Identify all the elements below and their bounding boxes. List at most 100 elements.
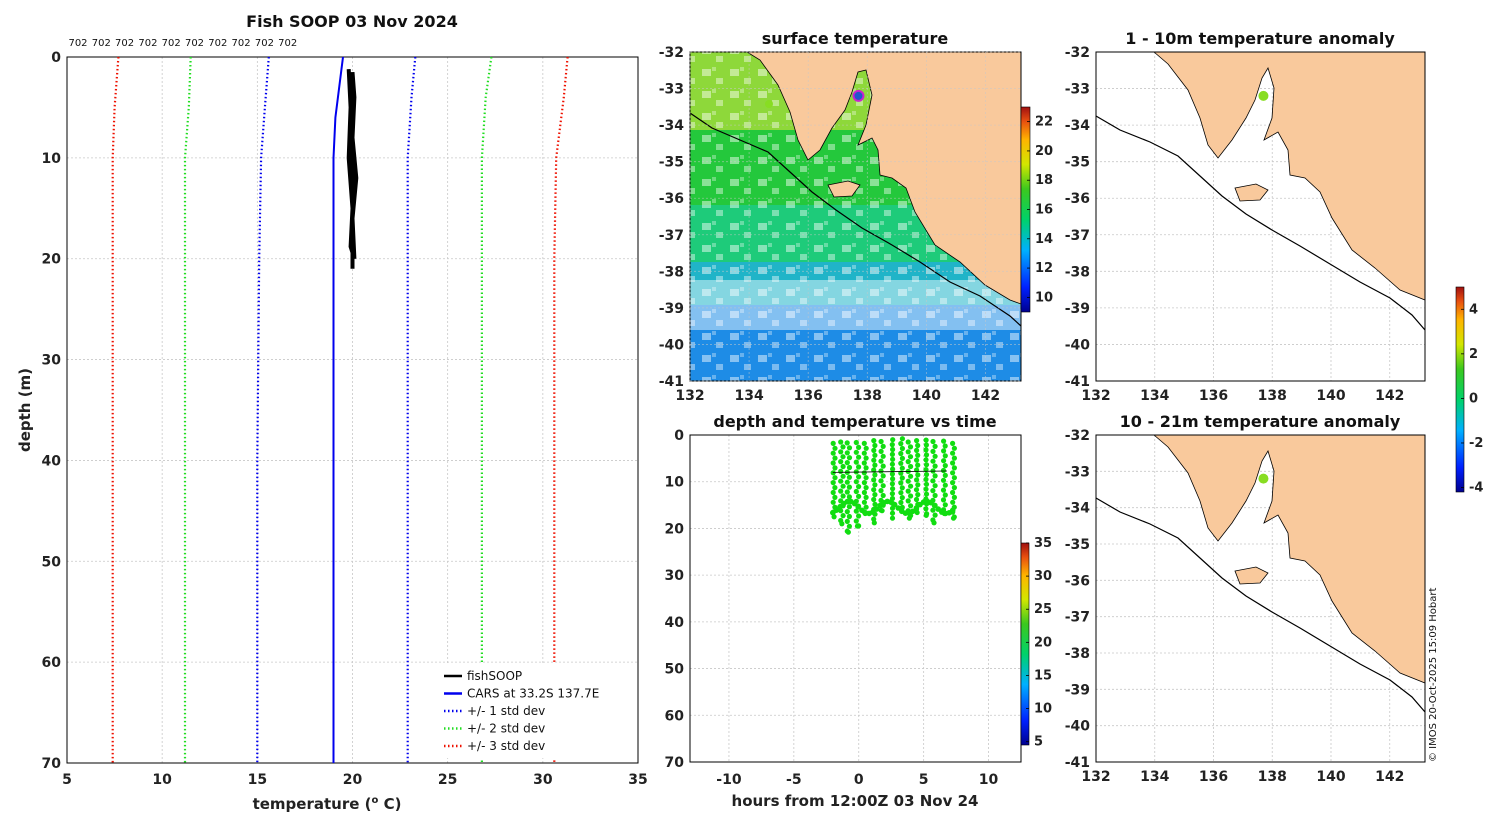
timeseries-point xyxy=(838,439,844,445)
timeseries-point xyxy=(940,497,947,503)
timeseries-point xyxy=(941,438,947,444)
sst-colorbar-tick: 14 xyxy=(1035,232,1053,247)
timeseries-point xyxy=(871,438,877,444)
timeseries-point xyxy=(914,457,920,463)
timeseries-point xyxy=(908,503,914,509)
profile-y-tick-label: 30 xyxy=(42,353,62,369)
timeseries-point xyxy=(856,444,862,450)
timeseries-point xyxy=(951,445,958,451)
timeseries-point xyxy=(856,513,862,519)
anomaly-colorbar-tick: 2 xyxy=(1469,347,1478,362)
anomaly-1-land xyxy=(1152,51,1426,301)
timeseries-point xyxy=(844,440,850,446)
timeseries-point xyxy=(871,467,877,473)
sst-y-ticks: -32 -33 -34 -35 -36 -37 -38 -39 -40 -41 xyxy=(659,45,685,390)
anomaly-1-y-tick-label: -34 xyxy=(1065,118,1091,134)
sst-secondary-marker xyxy=(765,100,773,108)
timeseries-point xyxy=(932,483,938,489)
timeseries-point xyxy=(923,442,930,448)
timeseries-point xyxy=(906,515,912,521)
sst-colorbar-tick: 20 xyxy=(1035,144,1053,159)
timeseries-colorbar-tick: 25 xyxy=(1034,602,1052,617)
timeseries-point xyxy=(908,473,914,479)
timeseries-point xyxy=(914,509,920,516)
legend-label: fishSOOP xyxy=(467,669,522,683)
timeseries-point xyxy=(853,508,859,514)
timeseries-point xyxy=(898,441,904,447)
timeseries-point xyxy=(930,448,936,454)
timeseries-point xyxy=(923,512,929,518)
timeseries-point xyxy=(872,462,878,468)
timeseries-point xyxy=(899,485,905,491)
profile-series--1-std-dev-low- xyxy=(256,56,270,763)
sst-y-tick-label: -39 xyxy=(659,301,684,317)
anomaly-1-y-ticks: -32 -33 -34 -35 -36 -37 -38 -39 -40 -41 xyxy=(1065,45,1091,390)
sst-x-tick-label: 134 xyxy=(734,388,763,404)
timeseries-point xyxy=(861,480,868,486)
timeseries-point xyxy=(950,489,956,496)
timeseries-point xyxy=(830,499,836,505)
timeseries-point xyxy=(872,442,878,449)
sst-colorbar-tick: 18 xyxy=(1035,173,1053,188)
timeseries-point xyxy=(950,450,956,456)
timeseries-point xyxy=(840,463,846,470)
timeseries-point xyxy=(899,436,906,442)
anomaly-2-y-tick-label: -37 xyxy=(1065,610,1090,626)
timeseries-point xyxy=(942,492,948,498)
anomaly-1-y-tick-label: -32 xyxy=(1065,45,1090,61)
profile-series--3-std-dev-low- xyxy=(111,56,120,763)
cast-id-label: 702 xyxy=(115,38,134,49)
timeseries-point xyxy=(905,459,911,465)
timeseries-point xyxy=(899,475,905,481)
timeseries-point xyxy=(951,465,958,471)
timeseries-point xyxy=(908,493,914,499)
timeseries-title: depth and temperature vs time xyxy=(713,412,996,431)
anomaly-1-x-tick-label: 140 xyxy=(1316,388,1345,404)
timeseries-point xyxy=(861,450,867,456)
anomaly-colorbar-tick: 0 xyxy=(1469,391,1478,406)
profile-series--2-std-dev-low- xyxy=(183,56,192,763)
anomaly-1-x-tick-label: 132 xyxy=(1081,388,1110,404)
anomaly-1-x-tick-label: 142 xyxy=(1375,388,1404,404)
profile-series--3-std-dev-high- xyxy=(553,56,569,763)
sst-y-tick-label: -32 xyxy=(659,45,684,61)
timeseries-colorbar xyxy=(1020,542,1030,746)
timeseries-point xyxy=(890,456,896,462)
timeseries-point xyxy=(890,437,896,443)
timeseries-point xyxy=(830,480,836,486)
timeseries-point xyxy=(844,489,850,495)
timeseries-point xyxy=(871,447,877,453)
sst-colorbar-ticks: 10 12 14 16 18 20 22 xyxy=(1027,115,1053,305)
profile-panel: Fish SOOP 03 Nov 2024 702 702 702 702 702 702… xyxy=(16,12,648,813)
legend-label: +/- 1 std dev xyxy=(467,704,545,718)
timeseries-point xyxy=(833,507,840,513)
timeseries-point xyxy=(915,482,921,488)
timeseries-point xyxy=(856,474,862,480)
timeseries-point xyxy=(851,500,858,507)
timeseries-point xyxy=(840,513,846,519)
timeseries-point xyxy=(949,507,956,514)
timeseries-point xyxy=(832,475,838,481)
timeseries-colorbar-tick: 20 xyxy=(1034,635,1052,650)
timeseries-y-tick-label: 40 xyxy=(665,615,685,631)
timeseries-point xyxy=(905,439,911,445)
profile-series--1-std-dev-high- xyxy=(406,56,417,763)
anomaly-2-island xyxy=(1234,566,1269,585)
sst-title: surface temperature xyxy=(762,29,949,48)
profile-x-tick-label: 20 xyxy=(343,772,363,788)
timeseries-point xyxy=(846,494,853,500)
profile-y-tick-label: 70 xyxy=(42,756,62,772)
anomaly-2-x-tick-label: 134 xyxy=(1140,769,1169,785)
timeseries-point xyxy=(830,440,836,446)
sst-x-tick-label: 140 xyxy=(912,388,941,404)
timeseries-point xyxy=(861,499,868,505)
timeseries-point xyxy=(832,485,838,491)
profile-series-cars-at-33-2s-137-7e xyxy=(332,56,344,763)
sst-y-tick-label: -37 xyxy=(659,228,684,244)
timeseries-point xyxy=(871,457,877,463)
timeseries-point xyxy=(914,467,920,473)
anomaly-2-land xyxy=(1152,434,1426,684)
timeseries-point xyxy=(898,450,904,457)
anomaly-1-y-tick-label: -38 xyxy=(1065,264,1090,280)
timeseries-point xyxy=(846,464,853,471)
